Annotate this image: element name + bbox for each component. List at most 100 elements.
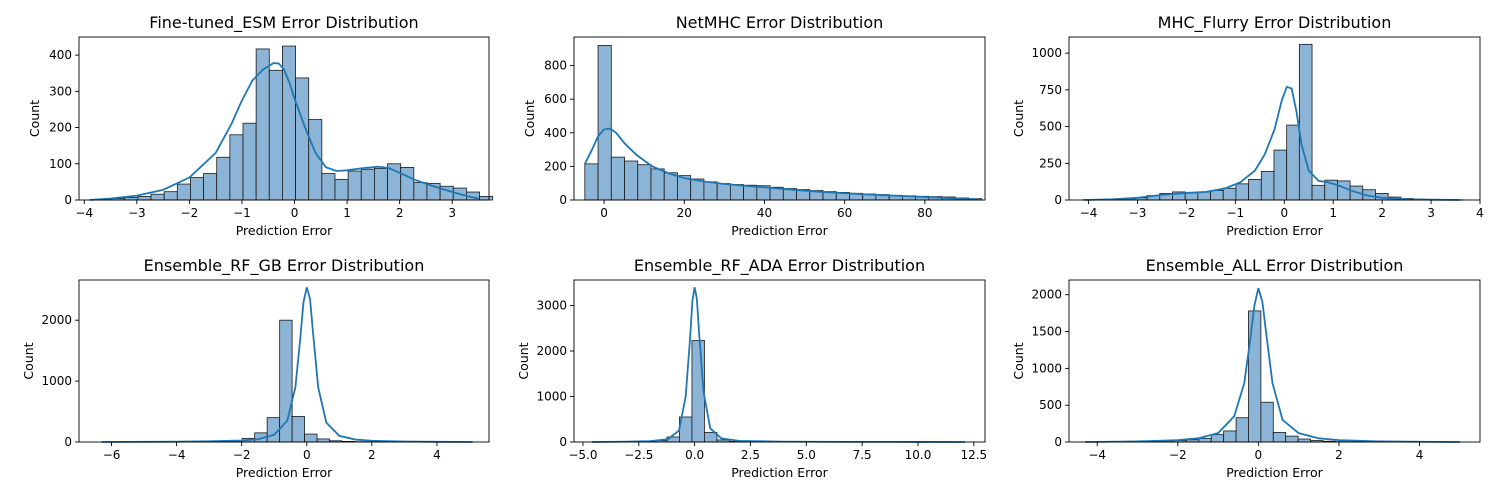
chart-panel-4: −6 −4 −2 0 2 4 0 1000 2000 Ensemble_RF_GB Error D… [21,256,490,480]
x-tick-label: 2 [368,448,376,462]
kde-line [89,62,479,201]
histogram-bar [691,340,705,443]
y-tick-label: 1500 [1031,325,1062,339]
axes-frame [78,36,490,201]
histogram-bar [1222,187,1237,201]
x-tick-label: −1 [233,206,251,220]
x-tick-label: 60 [837,206,852,220]
y-tick-label: 300 [49,84,72,98]
y-tick-label: 1000 [41,374,72,388]
histogram-bar [624,160,639,201]
histogram-bar [1210,190,1224,201]
x-tick-label: 0 [600,206,608,220]
histogram-bar [1210,434,1225,443]
x-tick-label: −5.0 [568,448,597,462]
histogram-bar [637,164,652,201]
histogram-bar [291,416,305,443]
histogram-bar [176,183,191,201]
y-axis-label: Count [27,100,42,137]
axes-frame [573,36,986,201]
histogram-bar [334,178,349,201]
y-tick-label: 200 [49,121,72,135]
x-tick-label: 2 [396,206,404,220]
y-tick-label: 800 [544,59,567,73]
x-tick-label: −4 [1080,206,1098,220]
chart-title: NetMHC Error Distribution [676,13,884,32]
histogram-bar [242,122,257,201]
x-axis-label: Prediction Error [731,223,828,238]
axes-frame [78,279,490,443]
histogram-bar [1260,170,1275,201]
y-tick-label: 3000 [536,298,567,312]
y-tick-label: 0 [1054,435,1062,449]
y-tick-label: 100 [49,157,72,171]
x-tick-label: 3 [448,206,456,220]
chart-panel-3: −4 −3 −2 −1 0 1 2 3 4 0 250 500 750 1000 MHC_Flurry Er… [1011,13,1484,238]
x-tick-label: 0.0 [685,448,704,462]
x-tick-label: 4 [433,448,441,462]
histogram-bar [321,173,336,201]
histogram-bar [663,172,678,201]
y-tick-label: 400 [544,126,567,140]
x-tick-label: 4 [1476,206,1484,220]
histogram-bar [1272,432,1287,443]
histogram-bar [479,195,494,201]
axes-frame [1068,279,1481,443]
x-axis-label: Prediction Error [1226,223,1323,238]
x-tick-label: 1 [343,206,351,220]
x-tick-label: 20 [677,206,692,220]
histogram-bar [1235,417,1249,443]
histogram-bar [216,156,231,201]
chart-panel-6: −4 −2 0 2 4 0 500 1000 1500 2000 Ensemble_ALL Erro… [1011,256,1481,480]
kde-line [591,287,965,443]
x-tick-label: 0 [1280,206,1288,220]
y-tick-label: 0 [559,435,567,449]
x-axis-label: Prediction Error [1226,465,1323,480]
x-tick-label: 10.0 [905,448,932,462]
histogram-bar [729,184,745,201]
y-tick-label: 1000 [1031,361,1062,375]
x-tick-label: 1 [1329,206,1337,220]
x-tick-label: 2.5 [741,448,760,462]
histogram-bar [400,166,415,201]
histogram-bar [347,170,362,201]
histogram-bar [203,173,218,201]
kde-line [101,287,473,443]
y-axis-label: Count [522,100,537,137]
y-tick-label: 2000 [1031,288,1062,302]
y-tick-label: 1000 [536,389,567,403]
x-axis-label: Prediction Error [236,223,333,238]
histogram-bar [268,69,283,201]
x-axis-label: Prediction Error [731,465,828,480]
chart-title: Ensemble_RF_GB Error Distribution [144,256,425,276]
x-tick-label: −2 [233,448,251,462]
histogram-bar [1311,184,1326,201]
histogram-bar [610,156,625,201]
y-tick-label: 400 [49,48,72,62]
y-axis-label: Count [1011,342,1026,379]
histogram-bar [703,181,718,201]
kde-line [1083,85,1461,201]
histogram-bar [279,319,293,443]
y-tick-label: 500 [1039,398,1062,412]
chart-title: Fine-tuned_ESM Error Distribution [149,13,418,33]
histogram-bar [1248,310,1262,443]
y-tick-label: 0 [64,435,72,449]
histogram-bar [413,182,428,201]
histogram-bar [1223,430,1237,443]
histogram-bar [716,183,731,201]
histogram-bar [690,178,705,201]
x-tick-label: −1 [1227,206,1245,220]
y-tick-label: 500 [1039,120,1062,134]
chart-title: MHC_Flurry Error Distribution [1158,13,1392,33]
x-tick-label: −3 [1129,206,1147,220]
histogram-bar [255,48,270,201]
y-tick-label: 0 [559,193,567,207]
histogram-bar [597,45,612,201]
x-tick-label: −4 [168,448,186,462]
x-tick-label: −2.5 [624,448,653,462]
histogram-bar [229,134,244,201]
x-tick-label: −6 [103,448,121,462]
kde-line [584,127,980,201]
